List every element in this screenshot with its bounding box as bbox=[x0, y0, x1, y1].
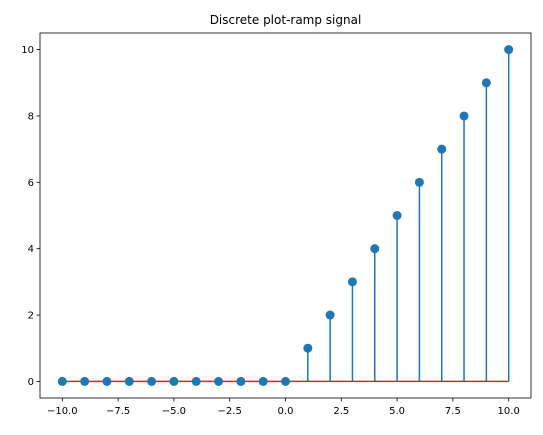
axes-frame bbox=[39, 32, 532, 399]
x-tick-label: −7.5 bbox=[106, 406, 130, 417]
stem-marker bbox=[392, 211, 402, 220]
y-tick-label: 6 bbox=[28, 178, 34, 189]
stem-marker bbox=[124, 376, 134, 386]
x-tick-label: 2.5 bbox=[333, 406, 349, 417]
stem-marker bbox=[236, 376, 246, 386]
chart-title: Discrete plot-ramp signal bbox=[210, 13, 362, 27]
y-tick-label: 8 bbox=[28, 111, 34, 122]
x-tick-label: 0.0 bbox=[278, 406, 294, 417]
stem-marker bbox=[147, 376, 157, 386]
stem-marker bbox=[258, 376, 268, 386]
x-tick-label: 10.0 bbox=[498, 406, 520, 417]
stem-marker bbox=[80, 376, 90, 386]
stem-marker bbox=[437, 144, 447, 154]
x-tick-label: −5.0 bbox=[162, 406, 186, 417]
x-tick-label: −10.0 bbox=[47, 406, 78, 417]
stem-marker bbox=[504, 45, 514, 55]
y-tick-label: 10 bbox=[21, 45, 34, 56]
y-tick-label: 4 bbox=[28, 244, 34, 255]
stem-marker bbox=[481, 78, 491, 88]
stem-marker bbox=[57, 376, 67, 386]
y-axis: 0 2 4 6 8 10 bbox=[21, 45, 40, 388]
stem-marker bbox=[191, 376, 201, 386]
x-tick-label: −2.5 bbox=[218, 406, 242, 417]
stem-marker bbox=[414, 177, 424, 187]
stem-marker bbox=[281, 376, 290, 386]
y-tick-label: 2 bbox=[28, 311, 34, 322]
stem-marker bbox=[169, 376, 179, 386]
stem-marker bbox=[459, 111, 469, 121]
x-tick-label: 7.5 bbox=[445, 406, 461, 417]
stem-marker bbox=[325, 310, 335, 320]
stem-marker bbox=[370, 244, 380, 254]
stem-marker bbox=[214, 376, 224, 386]
stem-marker bbox=[347, 277, 357, 287]
x-tick-label: 5.0 bbox=[389, 406, 405, 417]
stem-marker bbox=[102, 376, 112, 386]
stem-marker bbox=[303, 343, 313, 353]
x-axis: −10.0 −7.5 −5.0 −2.5 0.0 2.5 5.0 7.5 10.0 bbox=[47, 398, 520, 417]
y-tick-label: 0 bbox=[28, 377, 34, 388]
plot-area bbox=[57, 45, 514, 386]
